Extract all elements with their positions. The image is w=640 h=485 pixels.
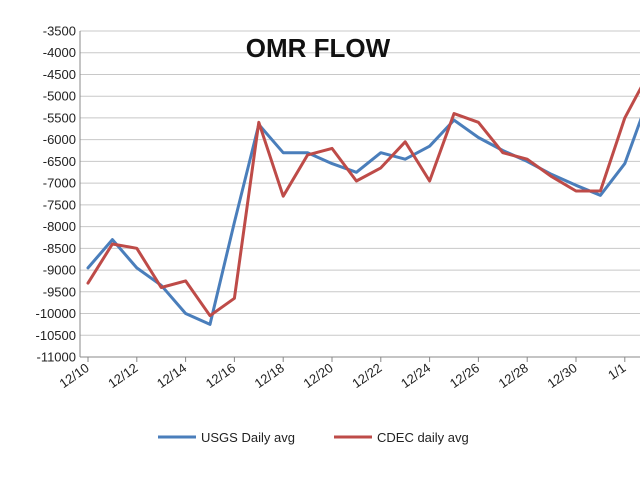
x-tick-label: 12/10 (56, 360, 91, 391)
y-tick-label: -8500 (43, 241, 76, 256)
y-tick-label: -7500 (43, 197, 76, 212)
y-tick-label: -9500 (43, 284, 76, 299)
y-tick-label: -5500 (43, 110, 76, 125)
y-tick-label: -10500 (36, 328, 76, 343)
x-tick-label: 1/1 (605, 360, 628, 383)
y-tick-label: -10000 (36, 306, 76, 321)
x-tick-label: 12/22 (349, 360, 384, 391)
y-tick-label: -6000 (43, 132, 76, 147)
y-tick-label: -5000 (43, 89, 76, 104)
y-tick-label: -8000 (43, 219, 76, 234)
series-lines (86, 86, 640, 326)
y-tick-label: -4000 (43, 45, 76, 60)
series-line-1 (86, 86, 640, 318)
x-tick-label: 12/16 (203, 360, 238, 391)
y-tick-label: -11000 (36, 350, 76, 365)
legend-label: CDEC daily avg (377, 430, 469, 445)
x-tick-label: 12/18 (252, 360, 287, 391)
x-axis-ticks: 12/10 12/12 12/14 12/16 12/18 12/20 12/22 12/24… (56, 357, 629, 391)
y-axis-ticks: -3500 -4000 -4500 -5000 -5500 -6000 -6500 -7000… (36, 24, 76, 365)
series-line-0 (86, 117, 640, 326)
chart-title: OMR FLOW (246, 33, 391, 63)
x-tick-label: 12/24 (398, 360, 433, 391)
legend: USGS Daily avg CDEC daily avg (158, 430, 469, 445)
y-tick-label: -4500 (43, 67, 76, 82)
y-tick-label: -9000 (43, 263, 76, 278)
gridlines (79, 30, 640, 358)
x-tick-label: 12/26 (447, 360, 482, 391)
y-tick-label: -3500 (43, 24, 76, 39)
x-tick-label: 12/20 (300, 360, 335, 391)
x-tick-label: 12/14 (154, 360, 189, 391)
y-tick-label: -6500 (43, 154, 76, 169)
y-tick-label: -7000 (43, 176, 76, 191)
x-tick-label: 12/12 (105, 360, 140, 391)
x-tick-label: 12/30 (544, 360, 579, 391)
x-tick-label: 12/28 (496, 360, 531, 391)
legend-label: USGS Daily avg (201, 430, 295, 445)
